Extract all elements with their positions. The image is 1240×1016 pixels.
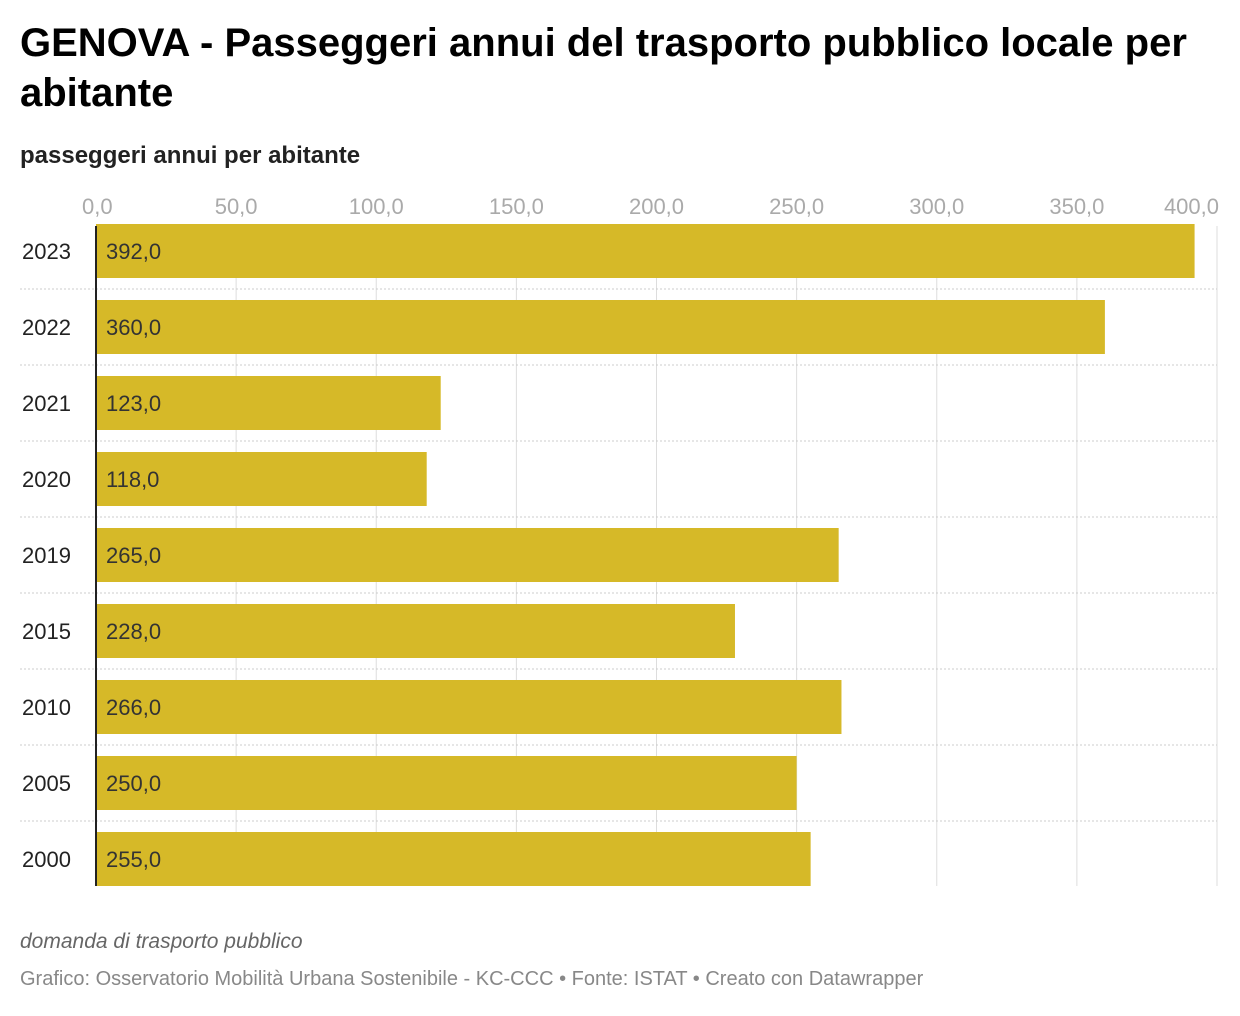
category-label: 2015 [22, 619, 71, 644]
bar-chart: 0,0 50,0 100,0 150,0 200,0 250,0 300,0 350,0 400… [20, 194, 1219, 886]
x-tick-label: 100,0 [349, 194, 404, 219]
bar [96, 832, 811, 886]
bar [96, 528, 839, 582]
x-tick-label: 300,0 [909, 194, 964, 219]
bar [96, 604, 735, 658]
category-label: 2005 [22, 771, 71, 796]
x-tick-label: 400,0 [1164, 194, 1219, 219]
value-label: 228,0 [106, 619, 161, 644]
value-label: 266,0 [106, 695, 161, 720]
category-label: 2023 [22, 239, 71, 264]
chart-title: GENOVA - Passeggeri annui del trasporto … [20, 21, 1187, 115]
x-axis-ticks: 0,0 50,0 100,0 150,0 200,0 250,0 300,0 350,0 400… [82, 194, 1219, 219]
x-tick-label: 150,0 [489, 194, 544, 219]
bar [96, 376, 441, 430]
bar [96, 224, 1195, 278]
x-tick-label: 350,0 [1049, 194, 1104, 219]
value-label: 360,0 [106, 315, 161, 340]
bar [96, 680, 842, 734]
value-label: 265,0 [106, 543, 161, 568]
value-label: 123,0 [106, 391, 161, 416]
category-label: 2019 [22, 543, 71, 568]
x-tick-label: 200,0 [629, 194, 684, 219]
category-label: 2020 [22, 467, 71, 492]
bars-layer [96, 224, 1195, 886]
bar [96, 300, 1105, 354]
value-label: 255,0 [106, 847, 161, 872]
value-label: 250,0 [106, 771, 161, 796]
chart-footer: Grafico: Osservatorio Mobilità Urbana So… [20, 968, 924, 990]
category-label: 2010 [22, 695, 71, 720]
chart-subtitle: passeggeri annui per abitante [20, 142, 361, 169]
bar [96, 452, 427, 506]
x-tick-label: 0,0 [82, 194, 113, 219]
chart-notes: domanda di trasporto pubblico [20, 930, 303, 953]
labels-layer: 2023 392,0 2022 360,0 2021 123,0 2020 118,0 2019… [22, 239, 161, 872]
category-label: 2021 [22, 391, 71, 416]
bar [96, 756, 797, 810]
value-label: 118,0 [106, 467, 159, 492]
x-tick-label: 50,0 [215, 194, 258, 219]
category-label: 2022 [22, 315, 71, 340]
category-label: 2000 [22, 847, 71, 872]
value-label: 392,0 [106, 239, 161, 264]
x-tick-label: 250,0 [769, 194, 824, 219]
